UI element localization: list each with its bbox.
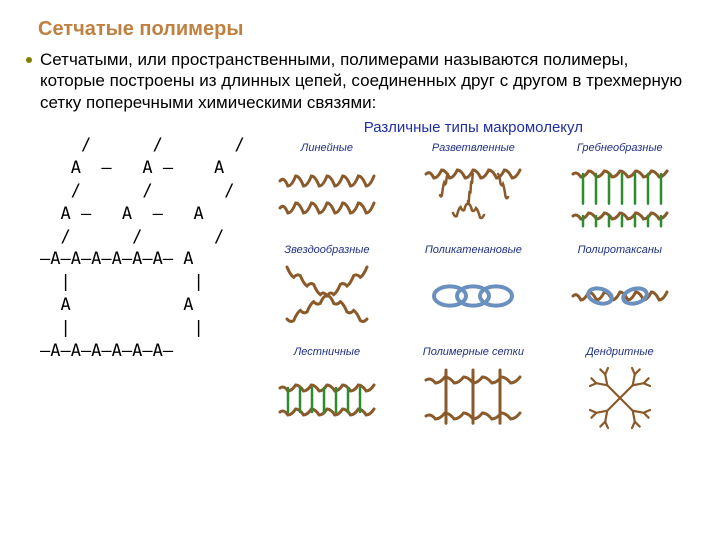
figure-svg-comb bbox=[565, 156, 675, 232]
figure-cell-dendritic: Дендритные bbox=[548, 344, 692, 444]
figure-cell-star: Звездообразные bbox=[255, 242, 399, 342]
figure-label-comb: Гребнеобразные bbox=[577, 142, 663, 154]
figure-cell-linear: Линейные bbox=[255, 140, 399, 240]
figure-label-dendritic: Дендритные bbox=[586, 346, 654, 358]
figure-title: Различные типы макромолекул bbox=[255, 119, 692, 136]
figure-svg-star bbox=[272, 258, 382, 334]
figure-label-linear: Линейные bbox=[301, 142, 353, 154]
figure-label-star: Звездообразные bbox=[284, 244, 369, 256]
macromolecule-figure: Различные типы макромолекул Линейные Разв… bbox=[255, 117, 692, 444]
figure-cell-comb: Гребнеобразные bbox=[548, 140, 692, 240]
figure-svg-catenane bbox=[418, 258, 528, 334]
figure-cell-network: Полимерные сетки bbox=[401, 344, 545, 444]
figure-cell-branched: Разветвленные bbox=[401, 140, 545, 240]
figure-svg-branched bbox=[418, 156, 528, 232]
figure-svg-network bbox=[418, 360, 528, 436]
figure-label-branched: Разветвленные bbox=[432, 142, 515, 154]
figure-label-network: Полимерные сетки bbox=[423, 346, 524, 358]
slide-title: Сетчатые полимеры bbox=[38, 18, 692, 41]
figure-svg-linear bbox=[272, 156, 382, 232]
figure-label-rotaxane: Полиротаксаны bbox=[578, 244, 662, 256]
structure-diagram: / / / A – A – A / / / A – A – A / / / –A… bbox=[38, 134, 245, 363]
bullet-icon bbox=[26, 57, 32, 63]
figure-cell-ladder: Лестничные bbox=[255, 344, 399, 444]
figure-svg-ladder bbox=[272, 360, 382, 436]
figure-cell-rotaxane: Полиротаксаны bbox=[548, 242, 692, 342]
body-paragraph: Сетчатыми, или пространственными, полиме… bbox=[40, 49, 692, 113]
figure-svg-rotaxane bbox=[565, 258, 675, 334]
figure-label-catenane: Поликатенановые bbox=[425, 244, 522, 256]
figure-cell-catenane: Поликатенановые bbox=[401, 242, 545, 342]
figure-label-ladder: Лестничные bbox=[294, 346, 360, 358]
figure-svg-dendritic bbox=[565, 360, 675, 436]
